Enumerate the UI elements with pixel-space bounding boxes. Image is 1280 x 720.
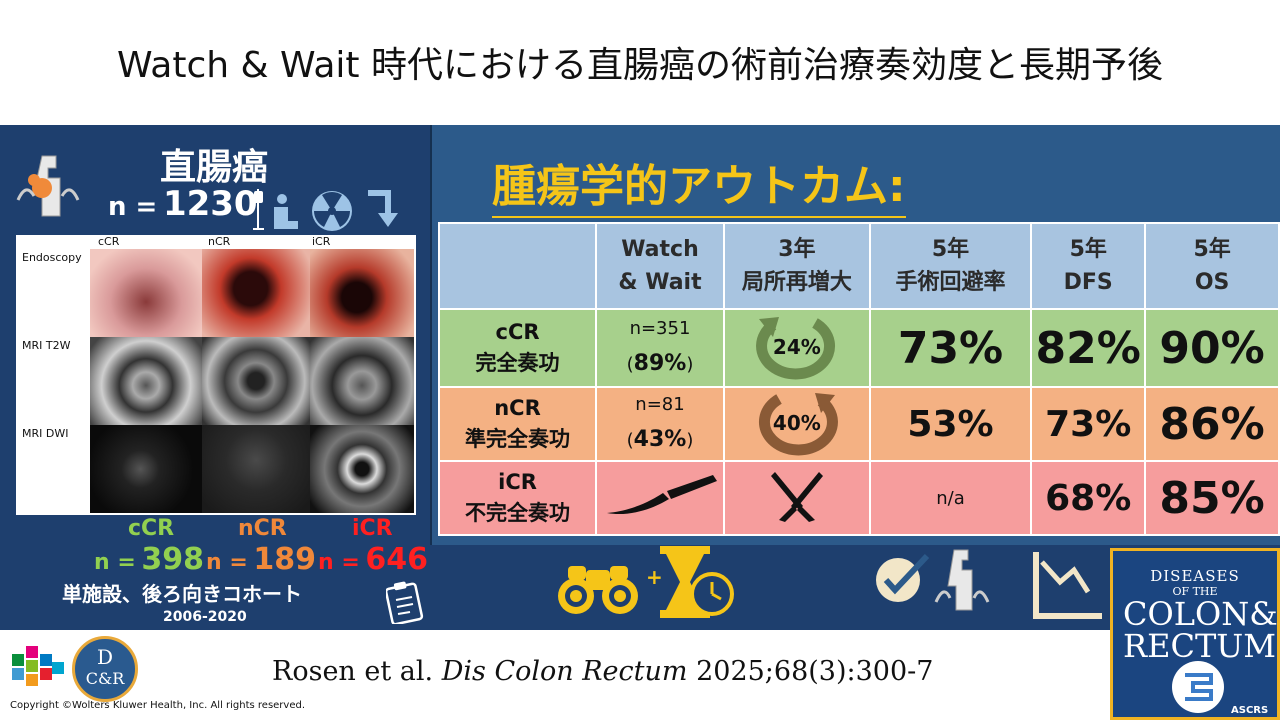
header-dfs: 5年 DFS: [1030, 222, 1147, 310]
ncr-count: n = 189: [206, 542, 316, 577]
survival-curve-icon: [1033, 552, 1102, 619]
row-head-icr: iCR 不完全奏功: [437, 460, 598, 536]
row-mri-t2w: MRI T2W: [22, 339, 71, 352]
wolters-kluwer-logo: [12, 646, 64, 686]
imaging-table: cCR nCR iCR Endoscopy MRI T2W MRI DWI: [16, 235, 416, 515]
regrowth-ncr: 40%: [722, 386, 871, 462]
table-row: cCR 完全奏功 n=351 (89%) 24% 73% 82% 90%: [437, 308, 1280, 388]
mri-t2w-ccr-image: [90, 337, 202, 425]
ccr-count: n = 398: [94, 542, 204, 577]
rectum-anatomy-icon: [934, 549, 990, 611]
outcomes-table: Watch & Wait 3年 局所再増大 5年 手術回避率 5年 DFS 5年 OS c…: [437, 222, 1280, 536]
page-title: Watch & Wait 時代における直腸癌の術前治療奏効度と長期予後: [117, 45, 1163, 86]
header-regrowth: 3年 局所再増大: [722, 222, 871, 310]
regrowth-ccr: 24%: [722, 308, 871, 388]
dfs-icr: 68%: [1030, 460, 1147, 536]
watch-ccr: n=351 (89%): [595, 308, 725, 388]
watch-icr: [595, 460, 725, 536]
row-head-ccr: cCR 完全奏功: [437, 308, 598, 388]
cycle-arrow-icon: [758, 393, 838, 456]
os-ccr: 90%: [1144, 308, 1280, 388]
iv-drip-icon: [253, 189, 264, 230]
mri-dwi-ccr-image: [90, 425, 202, 513]
check-circle-icon: [876, 553, 930, 602]
watch-wait-icons: +: [558, 546, 734, 618]
study-design: 単施設、後ろ向きコホート: [62, 582, 302, 606]
scalpel-icon: [606, 475, 717, 515]
journal-cover: DISEASES OF THE COLON& RECTUM ASCRS: [1110, 548, 1280, 720]
os-icr: 85%: [1144, 460, 1280, 536]
clipboard-icon: [386, 581, 424, 624]
rectum-anatomy-icon: [16, 155, 80, 217]
citation: Rosen et al. Dis Colon Rectum 2025;68(3)…: [272, 656, 934, 687]
crossed-scalpels-icon: [770, 472, 823, 522]
os-ncr: 86%: [1144, 386, 1280, 462]
infusion-chair-icon: [274, 194, 298, 229]
arrow-down-icon: [368, 190, 398, 227]
svg-text:+: +: [646, 565, 663, 589]
icr-count: n = 646: [318, 542, 428, 577]
mri-t2w-icr-image: [310, 337, 414, 425]
endoscopy-icr-image: [310, 249, 414, 337]
table-row: nCR 準完全奏功 n=81 (43%) 40% 53% 73% 86%: [437, 386, 1280, 462]
row-head-ncr: nCR 準完全奏功: [437, 386, 598, 462]
row-endoscopy: Endoscopy: [22, 251, 82, 264]
copyright: Copyright ©Wolters Kluwer Health, Inc. A…: [10, 700, 306, 711]
dfs-ccr: 82%: [1030, 308, 1147, 388]
journal-emblem-icon: [1172, 661, 1224, 713]
dfs-ncr: 73%: [1030, 386, 1147, 462]
avoid-icr: n/a: [868, 460, 1033, 536]
cohort-heading: 直腸癌: [160, 147, 269, 188]
endoscopy-ncr-image: [202, 249, 310, 337]
col-icr: iCR: [312, 235, 331, 248]
radiation-icon: [312, 191, 352, 231]
regrowth-icr: [722, 460, 871, 536]
study-years: 2006-2020: [163, 609, 247, 625]
col-ccr: cCR: [98, 235, 120, 248]
dcr-logo: D C&R: [72, 636, 138, 702]
mri-t2w-ncr-image: [202, 337, 310, 425]
endoscopy-ccr-image: [90, 249, 202, 337]
row-mri-dwi: MRI DWI: [22, 427, 69, 440]
header-os: 5年 OS: [1144, 222, 1280, 310]
table-header-row: Watch & Wait 3年 局所再増大 5年 手術回避率 5年 DFS 5年 OS: [437, 222, 1280, 310]
cycle-arrow-icon: [755, 317, 835, 380]
col-ncr: nCR: [208, 235, 231, 248]
avoid-ccr: 73%: [868, 308, 1033, 388]
header-blank: [437, 222, 598, 310]
header-watch-wait: Watch & Wait: [595, 222, 725, 310]
header-surgery-avoidance: 5年 手術回避率: [868, 222, 1033, 310]
binoculars-icon: [558, 566, 638, 614]
treatment-icons: [253, 189, 398, 231]
mri-dwi-icr-image: [310, 425, 414, 513]
response-icons: [876, 549, 990, 611]
outcomes-heading: 腫瘍学的アウトカム:: [492, 150, 906, 218]
watch-ncr: n=81 (43%): [595, 386, 725, 462]
avoid-ncr: 53%: [868, 386, 1033, 462]
icr-label: iCR: [352, 516, 393, 541]
table-row: iCR 不完全奏功 n/a 68% 85%: [437, 460, 1280, 536]
clock-icon: [690, 572, 734, 616]
ccr-label: cCR: [128, 516, 175, 541]
ncr-label: nCR: [238, 516, 287, 541]
cohort-count: n = 1230: [108, 184, 258, 224]
mri-dwi-ncr-image: [202, 425, 310, 513]
